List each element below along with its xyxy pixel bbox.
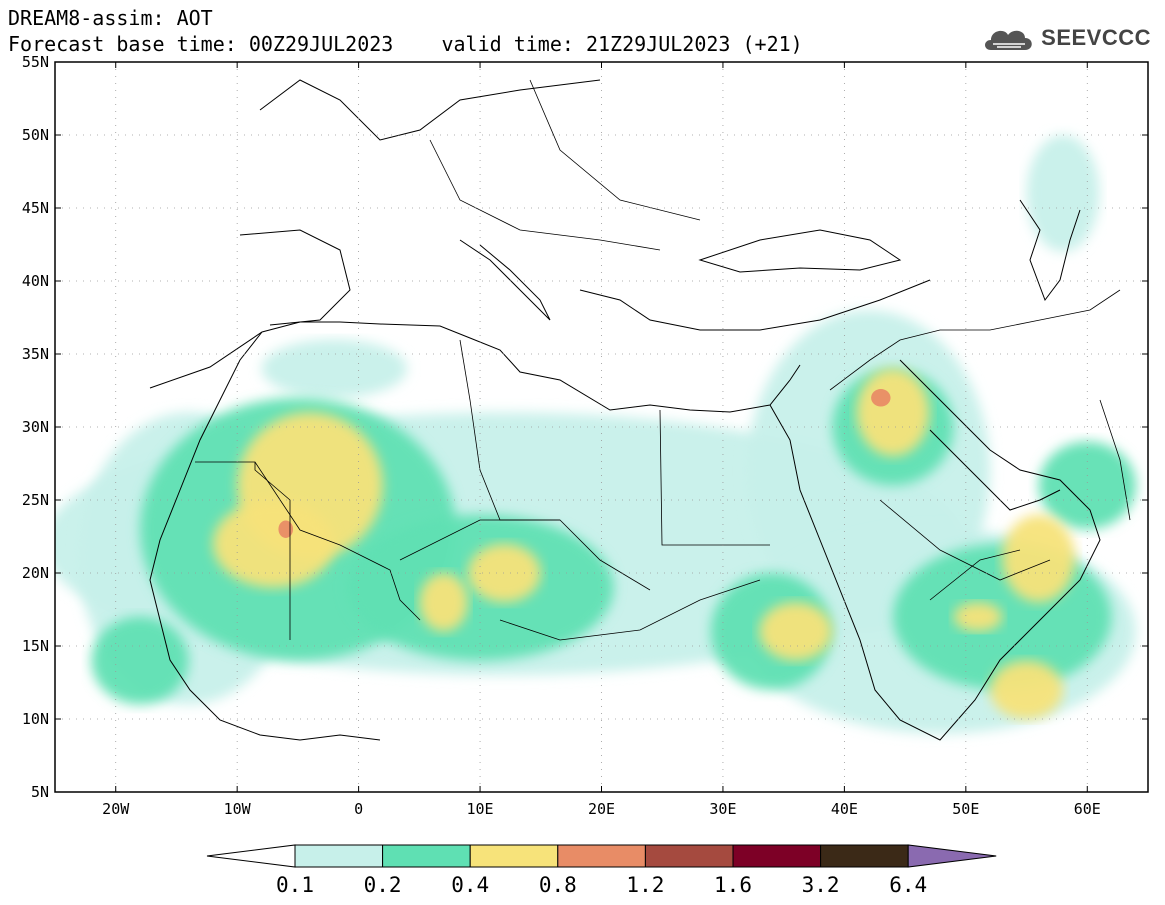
colorbar-segment — [644, 844, 734, 868]
colorbar-label: 3.2 — [802, 873, 840, 897]
dust-region-level-2 — [419, 573, 468, 632]
map-title: DREAM8-assim: AOT — [8, 6, 213, 30]
dust-region-level-2 — [990, 660, 1063, 719]
longitude-label: 0 — [354, 800, 363, 818]
coastline-red-sea — [769, 359, 1101, 741]
longitude-label: 20E — [588, 800, 615, 818]
logo-text: SEEVCCC — [1041, 25, 1151, 50]
colorbar-label: 6.4 — [889, 873, 927, 897]
dust-region-level-1 — [1038, 441, 1136, 530]
latitude-label: 55N — [22, 53, 49, 71]
longitude-label: 30E — [709, 800, 736, 818]
latitude-label: 40N — [22, 272, 49, 290]
longitude-label: 60E — [1074, 800, 1101, 818]
cloud-icon — [985, 30, 1032, 50]
coastline-northern-europe — [259, 79, 601, 141]
colorbar-label: 1.6 — [714, 873, 752, 897]
coastline-iberia — [239, 229, 351, 326]
colorbar-label: 0.4 — [451, 873, 489, 897]
coastline-west-africa — [149, 331, 381, 741]
coastline-caspian — [1019, 199, 1081, 302]
dust-region-level-3 — [871, 389, 891, 407]
longitude-label: 50E — [952, 800, 979, 818]
dust-region-level-2 — [953, 602, 1003, 632]
latitude-labels: 55N 50N 45N 40N 35N 30N 25N 20N 15N 10N 5N — [22, 53, 49, 801]
longitude-label: 10E — [467, 800, 494, 818]
colorbar-label: 0.2 — [364, 873, 402, 897]
latitude-label: 5N — [31, 783, 49, 801]
colorbar — [206, 844, 997, 868]
forecast-time-subtitle: Forecast base time: 00Z29JUL2023 valid t… — [8, 32, 803, 56]
longitude-label: 40E — [831, 800, 858, 818]
dust-region-level-1 — [91, 616, 189, 705]
country-borders — [195, 79, 1131, 641]
dust-region-level-0 — [261, 339, 408, 398]
seevccc-logo: SEEVCCC — [981, 22, 1151, 54]
latitude-label: 15N — [22, 637, 49, 655]
axis-ticks — [55, 61, 1148, 793]
dust-field — [55, 135, 1136, 734]
colorbar-label: 1.2 — [626, 873, 664, 897]
longitude-label: 20W — [102, 800, 130, 818]
dust-region-level-3 — [278, 520, 294, 538]
colorbar-label: 0.1 — [276, 873, 314, 897]
dust-region-level-2 — [759, 602, 833, 661]
latitude-label: 25N — [22, 491, 49, 509]
latitude-label: 45N — [22, 199, 49, 217]
colorbar-high-arrow — [907, 844, 997, 868]
dust-region-level-2 — [467, 543, 541, 603]
latitude-label: 50N — [22, 126, 49, 144]
colorbar-segment — [557, 844, 646, 868]
longitude-labels: 20W 10W 0 10E 20E 30E 40E 50E 60E — [102, 800, 1101, 818]
coastline-italy — [459, 239, 551, 321]
coastlines — [149, 79, 1101, 741]
dust-region-level-2 — [856, 368, 930, 457]
coastline-black-sea — [698, 229, 902, 273]
latitude-label: 10N — [22, 710, 49, 728]
latitude-label: 35N — [22, 345, 49, 363]
colorbar-label: 0.8 — [539, 873, 577, 897]
colorbar-segment — [820, 844, 909, 868]
dust-region-level-2 — [212, 500, 335, 588]
latitude-label: 30N — [22, 418, 49, 436]
colorbar-low-arrow — [206, 844, 296, 868]
colorbar-segment — [469, 844, 559, 868]
dust-region-level-0 — [1026, 135, 1100, 252]
colorbar-labels: 0.1 0.2 0.4 0.8 1.2 1.6 3.2 6.4 — [276, 873, 927, 897]
latitude-label: 20N — [22, 564, 49, 582]
dust-region-level-2 — [1002, 514, 1076, 603]
colorbar-segment — [294, 844, 384, 868]
longitude-label: 10W — [224, 800, 252, 818]
coastline-europe — [149, 321, 801, 413]
colorbar-segment — [732, 844, 822, 868]
coastline-greece-turkey — [579, 279, 931, 331]
colorbar-segment — [382, 844, 471, 868]
